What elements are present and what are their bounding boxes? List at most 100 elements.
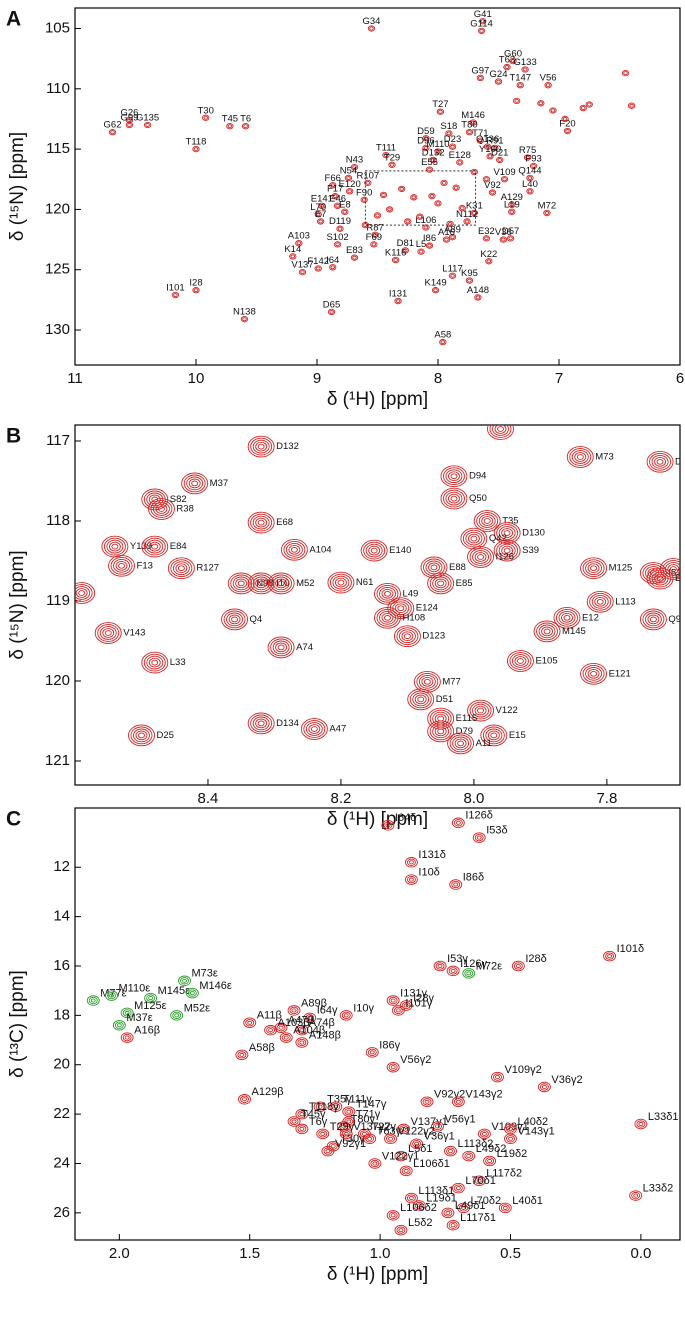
y-tick-label: 105: [45, 19, 70, 36]
contour: [448, 493, 460, 504]
panel: B 8.4 8.2 8.0 7.8 117 118 119 120 121 δ (¹H) [ppm]…: [6, 424, 685, 830]
contour: [291, 1119, 297, 1124]
peak-label: A89β: [301, 997, 327, 1009]
peak-label: E88: [449, 562, 466, 573]
contour: [545, 83, 551, 88]
peak-label: G41: [474, 9, 492, 20]
contour: [404, 218, 412, 225]
contour: [448, 143, 457, 150]
peak: [487, 425, 514, 440]
contour: [275, 578, 288, 589]
contour: [401, 631, 414, 642]
contour: [268, 1028, 274, 1033]
peak-label: T118γ: [309, 1101, 339, 1113]
contour: [656, 575, 664, 582]
contour: [346, 188, 354, 195]
peak-label: M146ε: [199, 980, 232, 992]
x-tick-label: 11: [67, 370, 83, 387]
contour: [495, 1075, 500, 1080]
peak-label: M73: [595, 452, 613, 463]
peak-label: A104: [309, 544, 331, 555]
peak: [580, 662, 608, 685]
contour: [315, 266, 321, 271]
contour: [485, 258, 493, 265]
peak: [549, 107, 557, 114]
peak-label: E121: [609, 668, 631, 679]
contour: [493, 1073, 502, 1081]
panel: A 11 10 9 8 7 6 105 110 115 120 125 130 δ (¹H) [ppm] δ…: [6, 7, 684, 410]
contour: [247, 1020, 253, 1025]
contour: [444, 237, 449, 242]
peak: [429, 156, 437, 164]
contour: [331, 1103, 341, 1111]
contour: [369, 26, 374, 31]
contour: [476, 74, 484, 82]
contour: [398, 629, 416, 644]
peak: [496, 156, 504, 164]
peak-label: A47: [329, 724, 346, 735]
contour: [481, 516, 494, 526]
contour: [339, 1128, 353, 1140]
contour: [242, 317, 247, 322]
x-tick-label: 8.2: [331, 790, 352, 807]
contour: [321, 1145, 335, 1157]
peak: [350, 164, 359, 171]
peak: [483, 143, 492, 150]
peak-label: Q136: [476, 134, 499, 145]
contour: [638, 1121, 644, 1127]
contour: [226, 123, 234, 130]
peak-label: E32: [478, 226, 495, 237]
contour: [403, 248, 408, 253]
peak: [367, 25, 376, 32]
contour: [381, 192, 386, 197]
peak-label: D51: [436, 694, 453, 705]
peak: [491, 1071, 504, 1083]
contour: [453, 882, 459, 887]
contour: [250, 513, 273, 532]
contour: [231, 616, 239, 623]
contour: [508, 1136, 513, 1141]
peak: [463, 218, 471, 225]
contour: [243, 124, 248, 129]
contour: [433, 960, 447, 972]
contour: [381, 588, 394, 599]
contour: [621, 69, 630, 77]
peak: [445, 130, 453, 137]
contour: [108, 554, 135, 577]
contour: [509, 652, 532, 670]
contour: [533, 620, 561, 643]
peak: [498, 1202, 512, 1214]
contour: [408, 860, 414, 865]
contour: [667, 564, 680, 574]
contour: [181, 472, 209, 495]
peak-label: I10δ: [418, 866, 439, 878]
peak: [227, 572, 255, 595]
contour: [408, 877, 414, 882]
contour: [429, 722, 452, 741]
contour: [334, 577, 347, 588]
contour: [148, 657, 161, 668]
contour: [75, 586, 91, 600]
contour: [651, 571, 669, 586]
contour: [283, 1035, 289, 1040]
contour: [283, 540, 306, 559]
contour: [404, 857, 418, 868]
peak: [486, 153, 494, 160]
peak: [434, 200, 442, 207]
peak-label: G24: [490, 69, 508, 80]
peak: [506, 235, 515, 242]
contour: [408, 1195, 414, 1201]
contour: [539, 1083, 549, 1091]
contour: [299, 1126, 305, 1131]
contour: [418, 249, 424, 254]
contour: [445, 491, 463, 506]
contour: [267, 572, 295, 595]
peak-label: L70δ1: [465, 1175, 496, 1187]
contour: [451, 1096, 465, 1108]
peak: [447, 732, 475, 755]
contour: [138, 732, 145, 739]
contour: [522, 67, 528, 72]
peak: [477, 27, 486, 35]
peak-label: D21: [675, 456, 685, 467]
contour: [446, 220, 454, 228]
